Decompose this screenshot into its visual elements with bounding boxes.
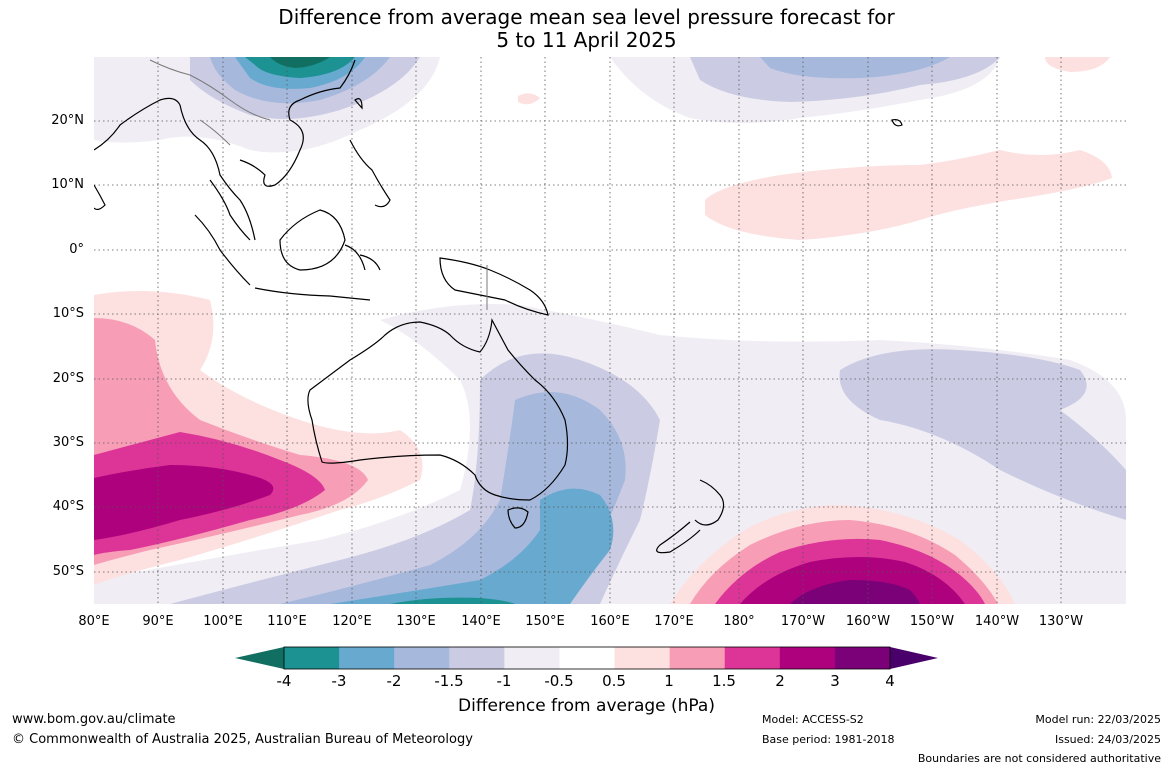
lon-label-160w: 160°W [845,614,891,629]
lon-label-100e: 100°E [203,614,243,629]
colorbar-tick: 1.5 [712,672,736,690]
colorbar-segment [779,647,836,669]
contour-asia-minus-4 [270,57,330,68]
coast-japan-fragment [94,184,106,211]
boundary-disclaimer: Boundaries are not considered authoritat… [917,752,1161,765]
colorbar-segment [559,647,616,669]
country-borders [149,59,488,310]
lon-label-160e: 160°E [590,614,630,629]
contour-npac-plus-0.5-ne [1045,57,1110,72]
coast-taiwan [354,98,363,110]
lon-label-150w: 150°W [909,614,955,629]
colorbar-tick: 2 [775,672,785,690]
lon-label-80e: 80°E [78,614,110,629]
contour-south-minus-3 [390,597,515,604]
colorbar-label: Difference from average (hPa) [458,696,715,716]
coast-new-zealand-north [694,479,725,526]
contour-tropical-plus-0.5 [705,150,1112,240]
lon-label-180: 180° [723,614,755,629]
graticule [94,57,1126,604]
colorbar-extension-high [890,647,938,669]
colorbar-extension-low [235,647,284,669]
colorbar-segment [724,647,781,669]
colorbar-tick: 1 [664,672,674,690]
coast-malay-peninsula [209,179,251,241]
website-link[interactable]: www.bom.gov.au/climate [12,712,176,727]
colorbar-tick: -0.5 [544,672,574,690]
colorbar-tick: 0.5 [602,672,626,690]
coast-java [254,287,371,301]
issued-date: Issued: 24/03/2025 [1054,733,1161,746]
lon-label-140w: 140°W [974,614,1020,629]
coast-tasmania [507,507,529,529]
coast-sulawesi [344,244,381,271]
coast-philippines [349,139,391,208]
lat-label-20n: 20°N [51,113,84,128]
colorbar-tick: 3 [830,672,840,690]
coast-hawaii [891,118,903,127]
colorbar [235,646,938,670]
colorbar-segment [834,647,891,669]
lon-label-170e: 170°E [654,614,694,629]
coast-new-zealand-south [656,521,701,554]
colorbar-tick: -2 [386,672,402,690]
lon-label-110e: 110°E [267,614,307,629]
colorbar-tick: -3 [331,672,347,690]
lat-label-20s: 20°S [52,371,84,386]
colorbar-segment [284,647,340,669]
coast-sumatra [194,214,251,286]
colorbar-segment [614,647,671,669]
contour-indian-plus-2 [94,465,274,540]
lon-label-140e: 140°E [461,614,501,629]
map-plot-area [94,57,1126,604]
lon-label-170w: 170°W [780,614,826,629]
lat-label-10s: 10°S [52,306,84,321]
colorbar-tick: -4 [276,672,292,690]
lon-label-130e: 130°E [396,614,436,629]
coast-borneo [279,209,346,271]
colorbar-tick: 4 [885,672,895,690]
coastlines [94,59,903,554]
lon-label-150e: 150°E [525,614,565,629]
colorbar-segment [449,647,505,669]
contour-hawaii-plus-0.5 [518,93,540,105]
base-period: Base period: 1981-2018 [762,733,895,746]
coast-new-guinea [439,257,549,316]
contour-south-minus-2 [330,488,614,604]
coast-australia [307,317,569,501]
contour-spac-minus-1 [839,349,1126,520]
copyright-text: © Commonwealth of Australia 2025, Austra… [12,732,473,747]
model-name: Model: ACCESS-S2 [762,713,864,726]
colorbar-segment [394,647,450,669]
colorbar-segment [504,647,560,669]
lat-label-30s: 30°S [52,435,84,450]
chart-title-line-1: Difference from average mean sea level p… [278,5,895,29]
lon-label-90e: 90°E [142,614,174,629]
coast-indian-subcontinent [94,97,181,151]
colorbar-segment [339,647,395,669]
colorbar-tick: -1.5 [434,672,464,690]
coast-asia-mainland [179,59,356,241]
colorbar-tick: -1 [496,672,512,690]
lat-label-40s: 40°S [52,499,84,514]
lat-label-50s: 50°S [52,564,84,579]
chart-title-line-2: 5 to 11 April 2025 [496,28,677,52]
lon-label-130w: 130°W [1038,614,1084,629]
lon-label-120e: 120°E [332,614,372,629]
colorbar-segment [669,647,726,669]
model-run-date: Model run: 22/03/2025 [1035,713,1161,726]
lat-label-10n: 10°N [51,177,84,192]
contour-spac-plus-3 [790,580,920,604]
contour-npac-minus-1.5 [760,57,950,79]
lat-label-0: 0° [69,242,84,257]
